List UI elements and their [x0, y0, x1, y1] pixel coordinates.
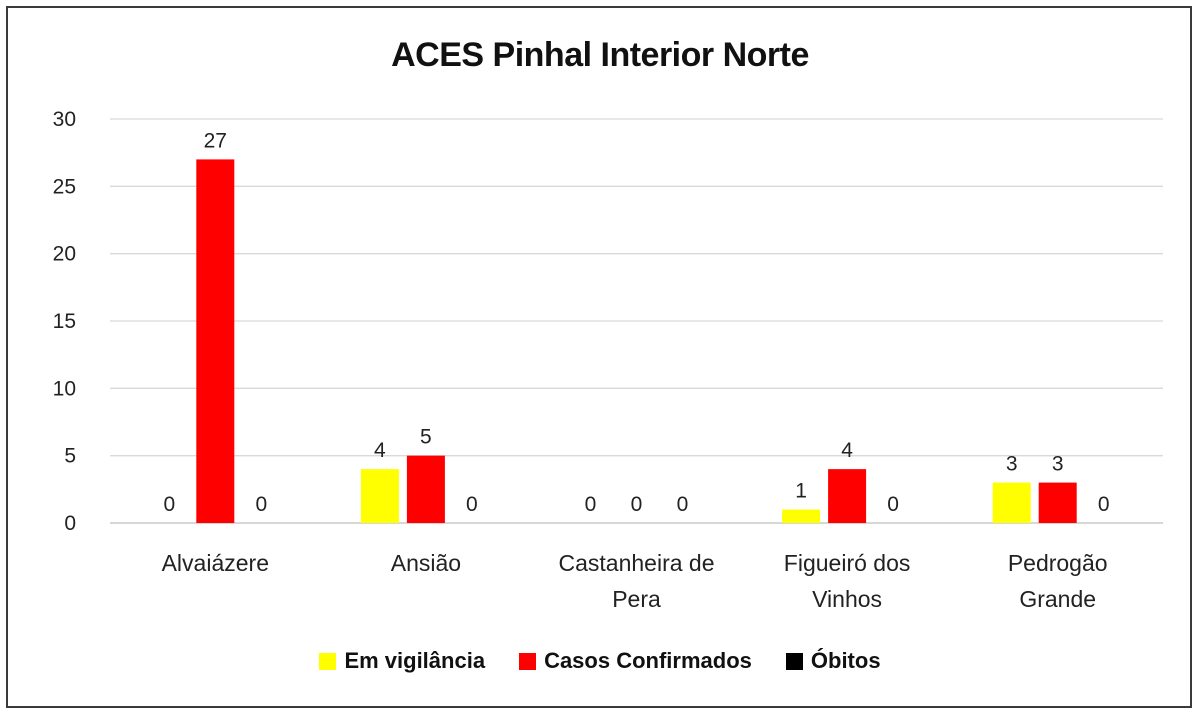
data-label: 0: [255, 493, 267, 516]
legend: Em vigilância Casos Confirmados Óbitos: [0, 648, 1200, 674]
chart-title: ACES Pinhal Interior Norte: [391, 36, 809, 74]
data-label: 0: [1098, 493, 1110, 516]
legend-item: Em vigilância: [319, 648, 485, 674]
data-label: 0: [677, 493, 689, 516]
x-tick-label: Vinhos: [812, 586, 882, 612]
y-tick-label: 20: [53, 243, 76, 266]
data-label: 3: [1052, 453, 1064, 476]
data-label: 0: [887, 493, 899, 516]
data-label: 4: [841, 439, 853, 462]
bar: [828, 469, 867, 523]
y-tick-label: 5: [64, 445, 76, 468]
data-label: 3: [1006, 453, 1018, 476]
data-label: 0: [585, 493, 597, 516]
data-label: 4: [374, 439, 386, 462]
legend-label: Casos Confirmados: [544, 648, 752, 673]
x-tick-label: Pedrogão: [1008, 550, 1108, 576]
legend-label: Em vigilância: [344, 648, 486, 673]
x-tick-label: Castanheira de: [559, 550, 715, 576]
x-tick-label: Ansião: [391, 550, 461, 576]
y-tick-label: 30: [53, 108, 76, 131]
data-label: 27: [204, 129, 227, 152]
data-label: 5: [420, 426, 432, 449]
x-tick-label: Pera: [612, 586, 661, 612]
legend-item: Casos Confirmados: [519, 648, 752, 674]
bar: [992, 482, 1031, 523]
data-label: 0: [163, 493, 175, 516]
data-label: 1: [795, 480, 807, 503]
bar: [782, 509, 821, 523]
data-label: 0: [466, 493, 478, 516]
legend-label: Óbitos: [810, 648, 881, 673]
bar: [1038, 482, 1077, 523]
y-tick-label: 0: [64, 512, 76, 535]
legend-swatch: [319, 652, 337, 670]
y-tick-label: 10: [53, 377, 76, 400]
x-tick-label: Figueiró dos: [784, 550, 911, 576]
x-tick-label: Alvaiázere: [162, 550, 269, 576]
bar: [360, 469, 399, 523]
bar: [406, 455, 445, 523]
x-tick-label: Grande: [1019, 586, 1096, 612]
legend-item: Óbitos: [785, 648, 881, 674]
data-label: 0: [631, 493, 643, 516]
y-tick-label: 15: [53, 310, 76, 333]
legend-swatch: [519, 652, 537, 670]
y-tick-label: 25: [53, 175, 76, 198]
bar: [196, 159, 235, 523]
legend-swatch: [785, 652, 803, 670]
